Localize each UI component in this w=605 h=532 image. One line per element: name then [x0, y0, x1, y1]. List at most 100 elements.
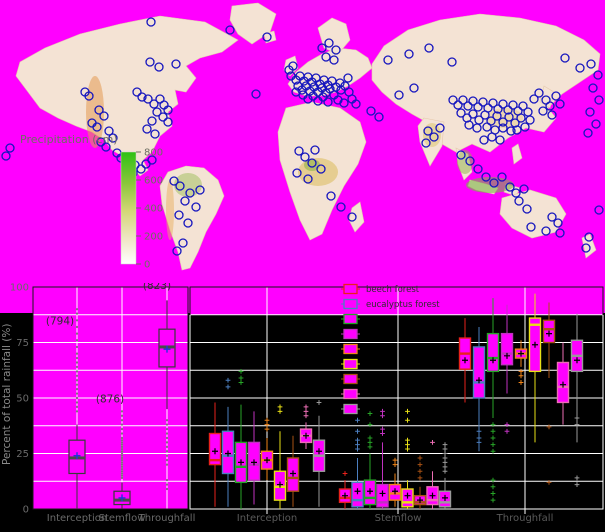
outlier-marker: [490, 442, 496, 448]
y-axis-label: Percent of total rainfall (%): [1, 324, 13, 465]
outlier-point: [165, 419, 169, 422]
mean-marker: [73, 452, 81, 460]
study-site-marker: [288, 61, 298, 71]
outlier-point: [120, 414, 124, 417]
legend-glyph-box: [343, 343, 358, 355]
outlier-marker: [367, 444, 373, 450]
study-site-marker: [473, 102, 483, 112]
outlier-point: [75, 308, 79, 311]
outlier-point: [120, 459, 124, 462]
study-site-marker: [84, 91, 94, 101]
study-site-marker: [526, 222, 536, 232]
continent-north-america: [15, 15, 239, 177]
outlier-marker: [277, 408, 283, 414]
precipitation-colorbar: Precipitation (cm) 0 200 400 600 800: [20, 133, 163, 271]
colorbar-tick-label: 800: [144, 148, 163, 159]
study-site-marker: [465, 156, 475, 166]
mean-marker: [429, 492, 436, 499]
study-site-marker: [331, 45, 341, 55]
outlier-point: [120, 465, 124, 468]
mean-marker: [379, 490, 386, 497]
outlier-marker: [417, 475, 423, 481]
mean-marker: [354, 488, 361, 495]
study-site-marker: [5, 143, 15, 153]
outlier-point: [120, 456, 124, 460]
study-site-marker: [326, 191, 336, 201]
outlier-point: [75, 356, 79, 360]
outlier-marker: [574, 422, 580, 428]
panel-axis: [189, 315, 604, 510]
right-boxplot-panel: beech forest eucalyptus forest Interceptio…: [189, 283, 604, 524]
outlier-marker: [490, 428, 496, 434]
study-site-marker: [339, 98, 349, 108]
outlier-marker: [303, 404, 309, 410]
study-site-marker: [555, 99, 565, 109]
world-map: Precipitation (cm) 0 200 400 600 800: [1, 2, 604, 271]
study-site-marker: [343, 73, 353, 83]
sample-count: (823): [143, 283, 171, 292]
boxplot-box: [486, 332, 500, 373]
outlier-marker: [225, 384, 231, 390]
study-site-marker: [508, 100, 518, 110]
outlier-marker: [238, 380, 244, 385]
outlier-point: [75, 392, 79, 395]
outlier-point: [120, 452, 124, 455]
study-site-marker: [584, 232, 594, 242]
outlier-point: [120, 423, 124, 426]
study-site-marker: [225, 25, 235, 35]
study-site-marker: [158, 112, 168, 122]
study-site-marker: [185, 188, 195, 198]
outlier-marker: [355, 442, 360, 448]
study-site-marker: [335, 78, 345, 88]
mean-marker: [264, 457, 270, 464]
mean-marker: [532, 341, 538, 348]
outlier-point: [75, 312, 79, 315]
study-site-marker: [472, 123, 482, 133]
outlier-point: [120, 439, 124, 442]
outlier-marker: [476, 440, 482, 445]
outlier-point: [165, 445, 169, 448]
study-site-marker: [534, 88, 544, 98]
study-site-marker: [303, 174, 313, 184]
outlier-marker: [367, 411, 373, 416]
outlier-point: [75, 325, 79, 329]
mean-marker: [303, 432, 309, 439]
study-site-marker: [585, 107, 595, 117]
left-boxplot-panel: (794) (876) (823) 0 25 50 75 100 InterceptionSte…: [10, 283, 195, 524]
study-site-marker: [519, 184, 529, 194]
study-site-marker: [447, 57, 457, 67]
outlier-point: [75, 379, 79, 382]
outlier-point: [75, 396, 79, 400]
study-site-marker: [581, 243, 591, 253]
legend-label: beech forest: [366, 285, 420, 295]
study-site-marker: [538, 106, 548, 116]
study-site-marker: [520, 122, 530, 132]
outlier-marker: [442, 442, 448, 448]
outlier-marker: [355, 446, 360, 452]
study-site-marker: [251, 89, 261, 99]
outlier-point: [165, 459, 169, 462]
study-site-marker: [423, 126, 433, 136]
study-site-marker: [154, 62, 164, 72]
outlier-point: [165, 427, 169, 431]
study-site-marker: [456, 150, 466, 160]
study-site-marker: [366, 106, 376, 116]
study-site-marker: [318, 92, 328, 102]
study-site-marker: [323, 97, 333, 107]
outlier-marker: [225, 377, 231, 383]
mean-marker: [342, 492, 348, 499]
study-site-marker: [324, 38, 334, 48]
outlier-point: [165, 450, 169, 453]
study-site-marker: [383, 55, 393, 65]
study-site-marker: [183, 218, 193, 228]
study-site-marker: [594, 95, 604, 105]
study-site-marker: [492, 111, 502, 121]
mean-marker: [118, 494, 126, 502]
study-site-marker: [132, 87, 142, 97]
outlier-point: [120, 467, 124, 471]
outlier-marker: [380, 408, 385, 414]
study-site-marker: [145, 57, 155, 67]
study-site-marker: [316, 164, 326, 174]
study-site-marker: [174, 210, 184, 220]
outlier-point: [120, 443, 124, 446]
